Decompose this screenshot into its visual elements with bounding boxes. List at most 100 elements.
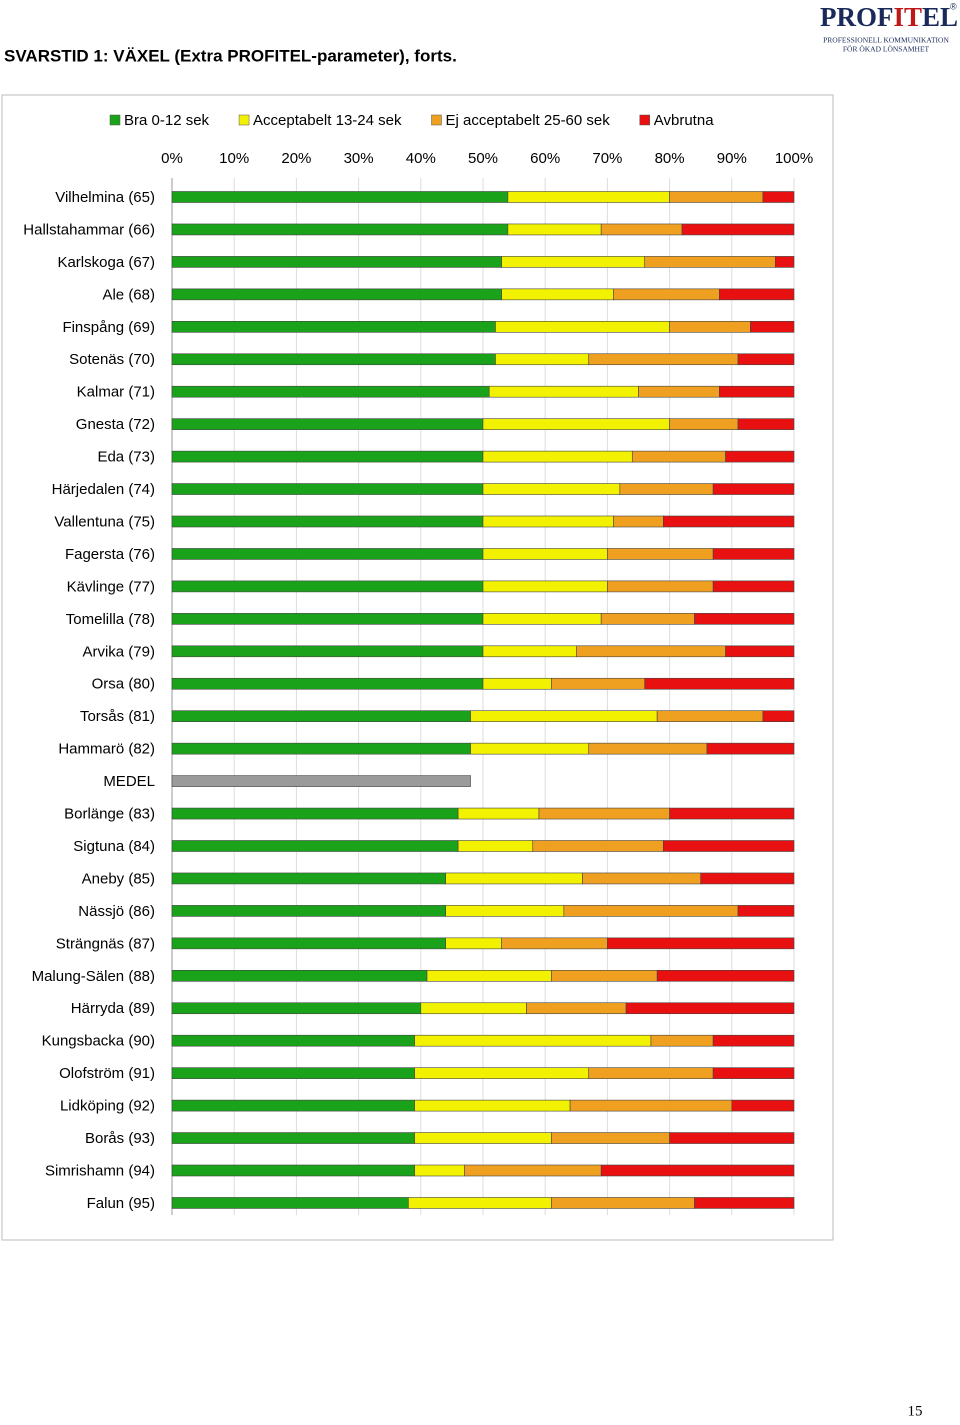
- bar-segment: [171, 840, 459, 852]
- y-tick-label: Sotenäs (70): [69, 351, 155, 368]
- bar-segment: [171, 515, 484, 528]
- page-number: 15: [908, 1403, 923, 1419]
- y-tick-label: Vallentuna (75): [54, 513, 155, 530]
- bar-segment: [408, 1197, 552, 1209]
- bar-segment: [171, 969, 428, 982]
- bar-segment: [171, 1197, 409, 1209]
- bar-segment: [719, 288, 795, 301]
- y-tick-label: Aneby (85): [82, 870, 155, 887]
- bar-segment: [171, 1132, 415, 1144]
- y-tick-label: Lidköping (92): [60, 1098, 155, 1115]
- bar-segment: [171, 450, 484, 463]
- bar-segment: [700, 872, 795, 885]
- bar-segment: [171, 1067, 415, 1079]
- bar-segment: [737, 418, 795, 430]
- bar-segment: [470, 742, 590, 755]
- bar-segment: [171, 483, 484, 495]
- y-tick-label: Vilhelmina (65): [55, 189, 155, 206]
- y-tick-label: MEDEL: [103, 773, 155, 790]
- bar-segment: [495, 353, 590, 366]
- y-tick-label: Karlskoga (67): [57, 254, 155, 271]
- bar-segment: [607, 580, 714, 593]
- bar-segment: [445, 905, 565, 917]
- bar-segment: [171, 742, 471, 755]
- bar-segment: [171, 1099, 415, 1112]
- bar-segment: [607, 548, 714, 560]
- bar-segment: [495, 320, 670, 333]
- y-tick-label: Kävlinge (77): [67, 578, 155, 595]
- bar-segment: [538, 807, 670, 820]
- bar-segment: [482, 418, 670, 430]
- logo: PROFITEL: [820, 2, 958, 32]
- page-title: SVARSTID 1: VÄXEL (Extra PROFITEL-parame…: [4, 46, 457, 65]
- bar-segment: [171, 580, 484, 593]
- bar-segment: [551, 969, 658, 982]
- bar-segment: [750, 320, 795, 333]
- bar-segment: [420, 1002, 527, 1015]
- logo-part: IT: [894, 2, 923, 32]
- bar-segment: [171, 807, 459, 820]
- y-tick-label: Nässjö (86): [78, 903, 155, 920]
- bar-segment: [712, 1034, 795, 1047]
- y-tick-label: Borås (93): [85, 1130, 155, 1147]
- x-tick-label: 80%: [655, 150, 685, 167]
- y-tick-label: Finspång (69): [62, 319, 155, 336]
- bar-segment: [644, 677, 795, 690]
- y-tick-label: Ale (68): [102, 286, 155, 303]
- bar-segment: [414, 1132, 552, 1144]
- bar-segment: [669, 191, 764, 203]
- bar-segment: [600, 613, 695, 625]
- bar-segment: [526, 1002, 627, 1015]
- y-tick-label: Gnesta (72): [76, 416, 155, 433]
- bar-segment: [171, 645, 484, 658]
- bar-segment: [712, 548, 795, 560]
- bar-segment: [644, 256, 776, 268]
- y-tick-label: Sigtuna (84): [73, 838, 155, 855]
- x-tick-label: 20%: [281, 150, 311, 167]
- logo-mark: ®: [950, 1, 957, 11]
- bar-segment: [507, 223, 602, 236]
- logo-line: FÖR ÖKAD LÖNSAMHET: [843, 45, 930, 54]
- bar-segment: [669, 807, 795, 820]
- x-tick-label: 100%: [775, 150, 813, 167]
- bar-segment: [737, 905, 795, 917]
- bar-segment: [171, 872, 446, 885]
- bar-segment: [171, 191, 509, 203]
- bar-segment: [445, 937, 502, 950]
- legend-swatch: [639, 114, 651, 126]
- bar-segment: [588, 1067, 714, 1079]
- bar-segment: [457, 840, 534, 852]
- bar-segment: [712, 483, 795, 495]
- y-tick-label: Falun (95): [87, 1195, 155, 1212]
- legend-swatch: [431, 114, 442, 126]
- y-tick-label: Härryda (89): [71, 1000, 155, 1017]
- bar-segment: [171, 418, 484, 430]
- bar-segment: [171, 677, 484, 690]
- bar-segment: [551, 1197, 695, 1209]
- bar-segment: [171, 1034, 415, 1047]
- bar-segment: [457, 807, 540, 820]
- bar-segment: [737, 353, 795, 366]
- legend-label: Acceptabelt 13-24 sek: [253, 112, 402, 129]
- x-tick-label: 90%: [717, 150, 747, 167]
- bar-segment: [694, 1197, 795, 1209]
- bar-segment: [731, 1099, 795, 1112]
- bar-segment: [171, 353, 496, 366]
- bar-segment: [171, 1002, 422, 1015]
- y-tick-label: Simrishamn (94): [45, 1162, 155, 1179]
- bar-segment: [501, 288, 614, 301]
- legend-swatch: [109, 114, 121, 126]
- y-tick-label: Kalmar (71): [77, 384, 155, 401]
- bar-segment: [171, 905, 446, 917]
- bar-segment: [669, 418, 739, 430]
- bar-segment: [171, 256, 502, 268]
- bar-segment: [650, 1034, 714, 1047]
- bar-segment: [631, 450, 726, 463]
- bar-segment: [482, 483, 621, 495]
- bar-segment: [775, 256, 795, 268]
- bar-segment: [588, 742, 708, 755]
- bar-segment: [600, 223, 683, 236]
- x-tick-label: 0%: [161, 150, 183, 167]
